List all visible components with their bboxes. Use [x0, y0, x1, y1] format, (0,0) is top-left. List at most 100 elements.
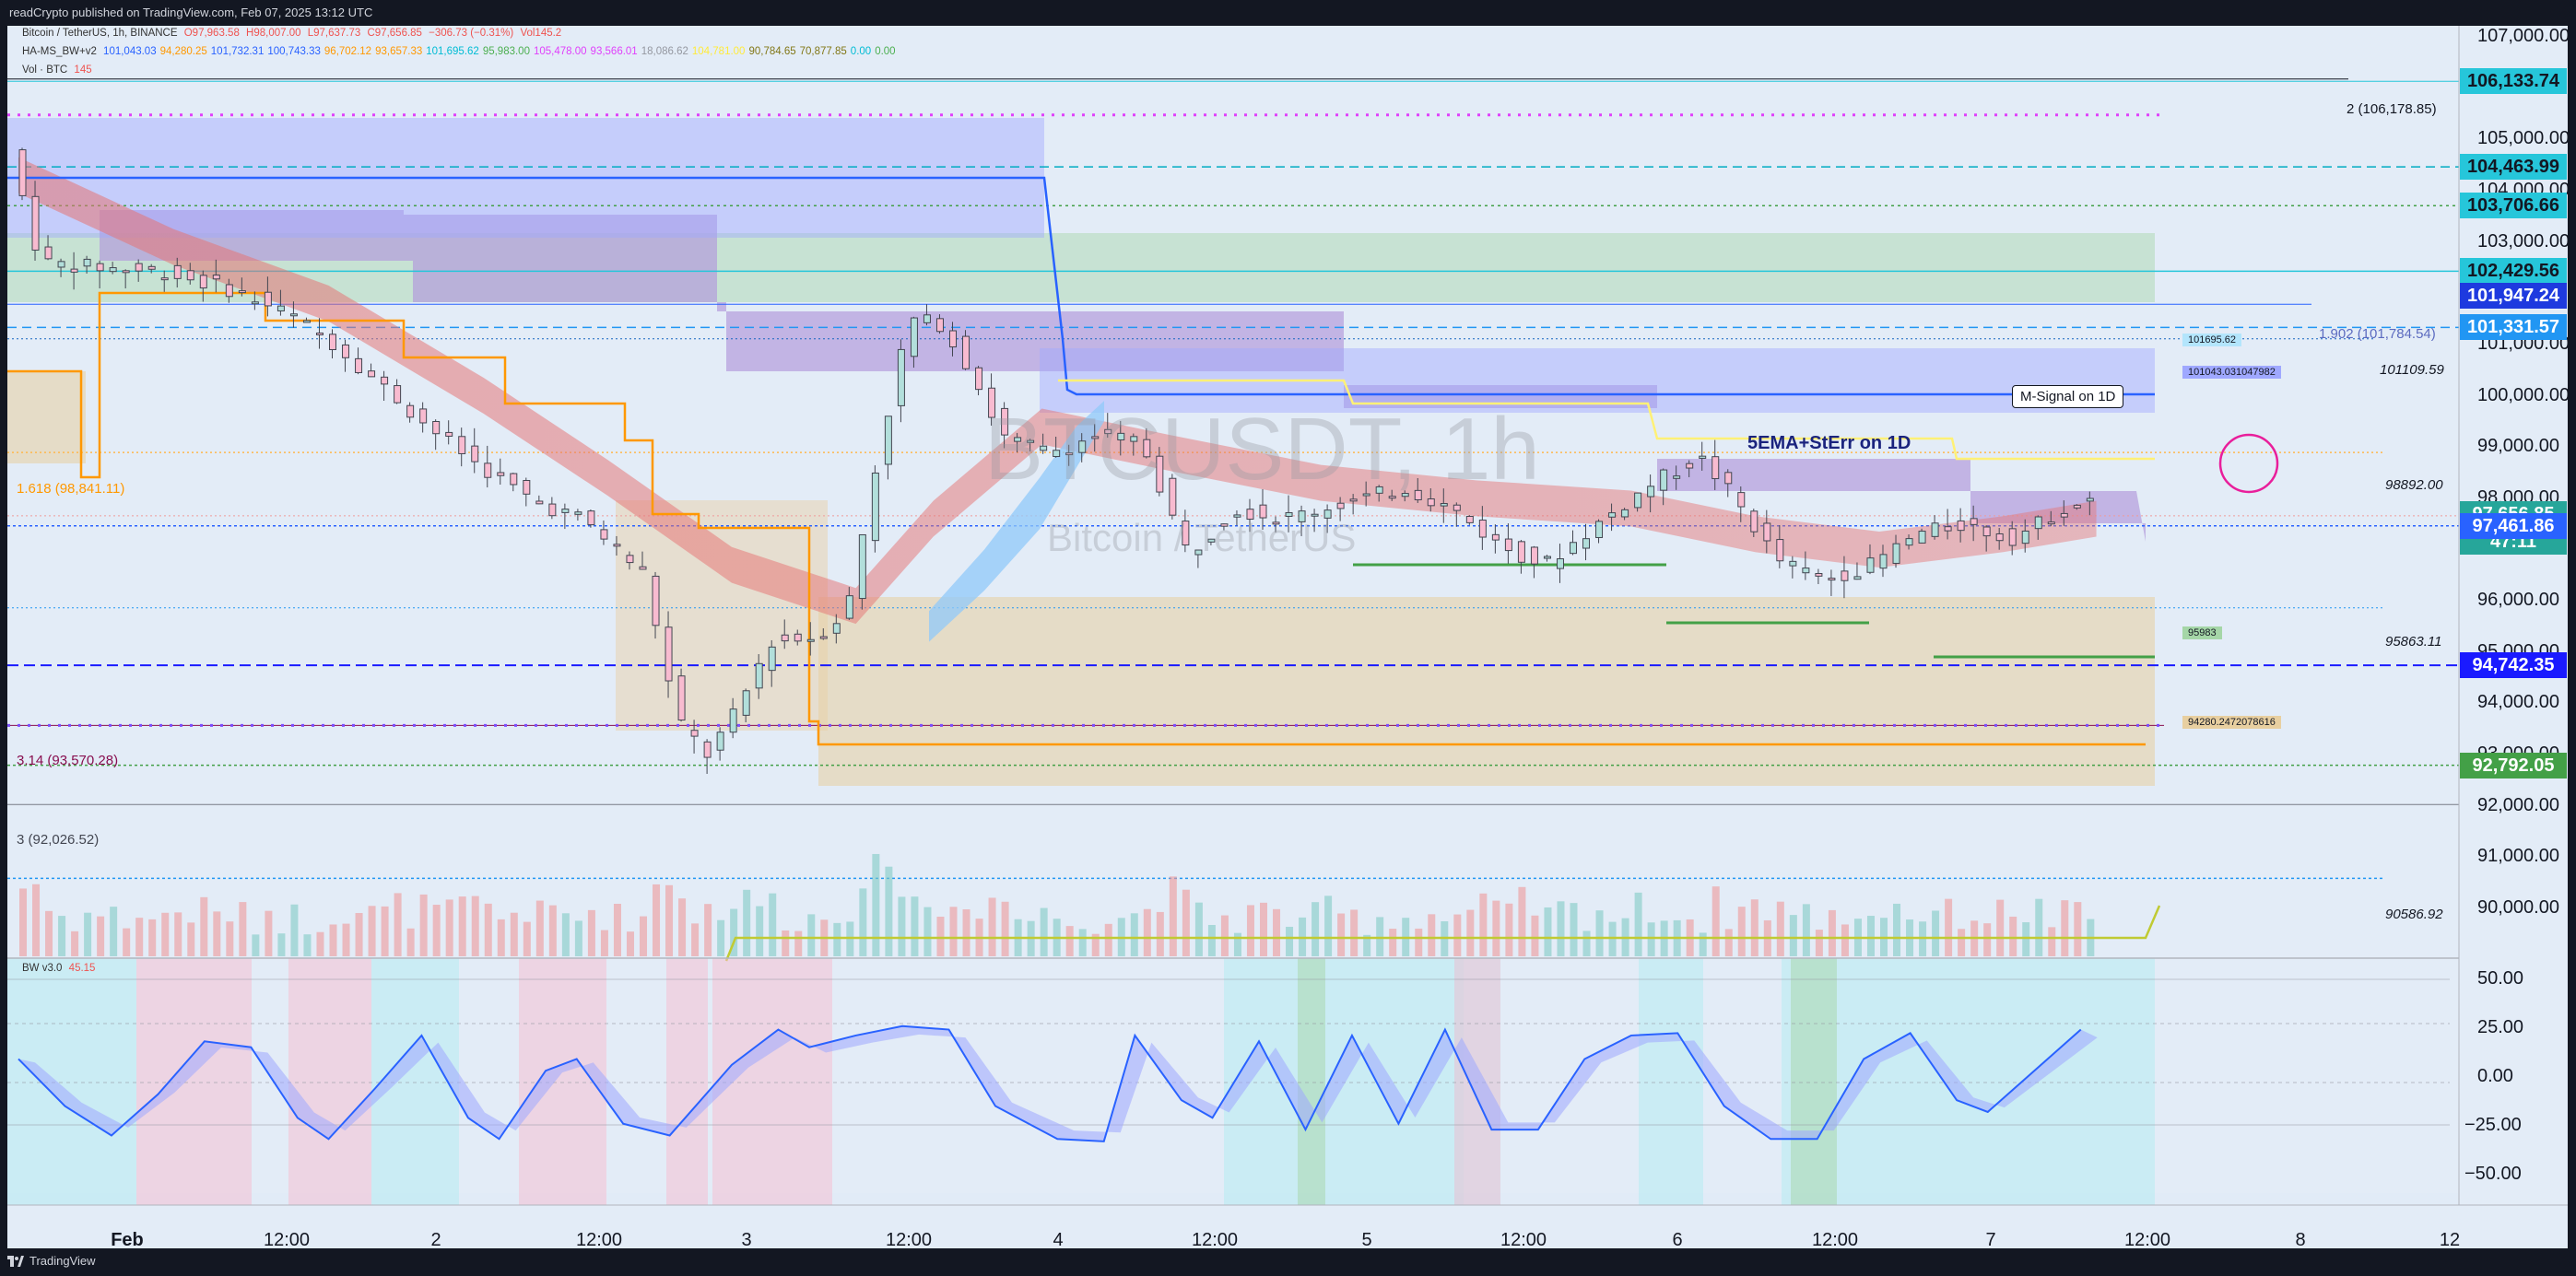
- candle-body: [147, 265, 156, 270]
- candle-body: [1570, 542, 1577, 555]
- level-95863-label: 95863.11: [2385, 634, 2442, 650]
- footer-bar: TradingView: [0, 1248, 2576, 1274]
- candle-body: [1078, 440, 1087, 453]
- volume-bar: [1932, 910, 1940, 956]
- tan-box-mid: [616, 500, 828, 731]
- price-tag: 102,429.56: [2460, 258, 2567, 285]
- candle-body: [1246, 509, 1254, 521]
- candle-body: [535, 500, 544, 505]
- candle-body: [755, 662, 763, 689]
- candle-body: [1660, 469, 1668, 491]
- candle-body: [1647, 486, 1655, 498]
- candle-body: [561, 509, 570, 513]
- legend-open: O97,963.58: [183, 28, 240, 39]
- candle-body: [445, 431, 453, 437]
- candle-body: [1220, 523, 1229, 527]
- volume-bar: [704, 904, 712, 956]
- candle-body: [342, 344, 350, 358]
- price-tag: 101,947.24: [2460, 283, 2567, 310]
- volume-bar: [2022, 922, 2030, 956]
- candle-body: [238, 290, 246, 294]
- volume-bar: [1065, 926, 1074, 956]
- candle-body: [1595, 521, 1604, 538]
- candle-body: [665, 626, 673, 682]
- legend-vol-label[interactable]: Vol · BTC: [22, 64, 68, 76]
- volume-bar: [1130, 913, 1138, 956]
- volume-bar: [1363, 934, 1371, 956]
- candle-body: [31, 195, 40, 251]
- candle-body: [1737, 492, 1746, 508]
- price-tag: 97,461.86: [2460, 512, 2567, 539]
- volume-bar: [226, 921, 234, 956]
- price-axis-bg: [2459, 26, 2568, 1248]
- volume-bar: [84, 912, 92, 956]
- fib-3-label: 3 (92,026.52): [17, 832, 100, 848]
- price-axis-label: 107,000.00: [2477, 26, 2570, 46]
- volume-bar: [949, 907, 958, 956]
- volume-bar: [1273, 908, 1281, 956]
- volume-bar: [1312, 902, 1320, 956]
- legend-ha-label[interactable]: HA-MS_BW+v2: [22, 46, 97, 57]
- candle-body: [497, 472, 505, 476]
- osc-shade-block: [7, 958, 136, 1205]
- candle-body: [1543, 556, 1551, 559]
- legend-bw-label[interactable]: BW v3.0: [22, 963, 63, 974]
- volume-bar: [2074, 902, 2082, 956]
- volume-bar: [936, 916, 945, 956]
- volume-bar: [1983, 923, 1992, 956]
- candle-body: [264, 291, 272, 307]
- msignal-callout[interactable]: M-Signal on 1D: [2012, 385, 2124, 408]
- volume-bar: [2035, 898, 2043, 956]
- volume-bar: [1453, 914, 1462, 956]
- legend-ha-value: 95,983.00: [482, 46, 530, 57]
- price-chart[interactable]: [7, 26, 2568, 1248]
- candle-body: [432, 421, 441, 435]
- candle-body: [1582, 538, 1591, 549]
- candle-body: [458, 436, 466, 454]
- volume-bar: [717, 919, 725, 956]
- candle-body: [1711, 456, 1720, 480]
- candle-body: [1802, 568, 1810, 574]
- legend-symbol[interactable]: Bitcoin / TetherUS, 1h, BINANCE: [22, 28, 178, 39]
- volume-bar: [445, 899, 453, 956]
- volume-bar: [1595, 910, 1604, 956]
- volume-bar: [1570, 903, 1578, 956]
- candle-body: [1892, 543, 1900, 564]
- candle-body: [1995, 533, 2004, 542]
- price-tag: 103,706.66: [2460, 193, 2567, 219]
- orange-step-line: [7, 291, 2146, 746]
- candle-body: [186, 270, 194, 281]
- volume-bar: [898, 896, 906, 956]
- volume-bar: [640, 916, 647, 956]
- time-axis-label: 2: [430, 1230, 441, 1250]
- volume-bar: [807, 914, 816, 956]
- osc-shade-block: [2072, 958, 2155, 1205]
- candle-body: [1686, 462, 1694, 469]
- signal-circle: [2218, 433, 2279, 494]
- time-axis-label: 8: [2295, 1230, 2306, 1250]
- candle-body: [289, 313, 298, 317]
- candle-body: [1233, 514, 1241, 518]
- candle-body: [1259, 504, 1267, 519]
- volume-bar: [1246, 905, 1254, 956]
- volume-bar: [653, 884, 661, 956]
- volume-bar: [1866, 916, 1875, 956]
- tradingview-logo[interactable]: TradingView: [7, 1248, 96, 1274]
- level-90586-label: 90586.92: [2385, 907, 2443, 922]
- candle-body: [1065, 452, 1074, 456]
- candle-body: [122, 270, 130, 274]
- volume-bar: [484, 903, 492, 956]
- candles: [18, 147, 2094, 774]
- volume-bar: [1337, 913, 1346, 956]
- chart-frame[interactable]: BTCUSDT, 1h Bitcoin / TetherUS Bitcoin /…: [7, 26, 2570, 1250]
- legend-vol: Vol145.2: [520, 28, 562, 39]
- time-axis-label: 12:00: [263, 1230, 311, 1250]
- volume-bar: [1091, 933, 1100, 956]
- box-94280-tag: 94280.2472078616: [2182, 716, 2281, 729]
- candle-body: [819, 636, 828, 639]
- fib-314-label: 3.14 (93,570.28): [17, 753, 119, 768]
- candle-body: [1453, 504, 1461, 511]
- candle-body: [781, 634, 789, 642]
- candle-body: [96, 263, 104, 272]
- candle-body: [1699, 455, 1707, 459]
